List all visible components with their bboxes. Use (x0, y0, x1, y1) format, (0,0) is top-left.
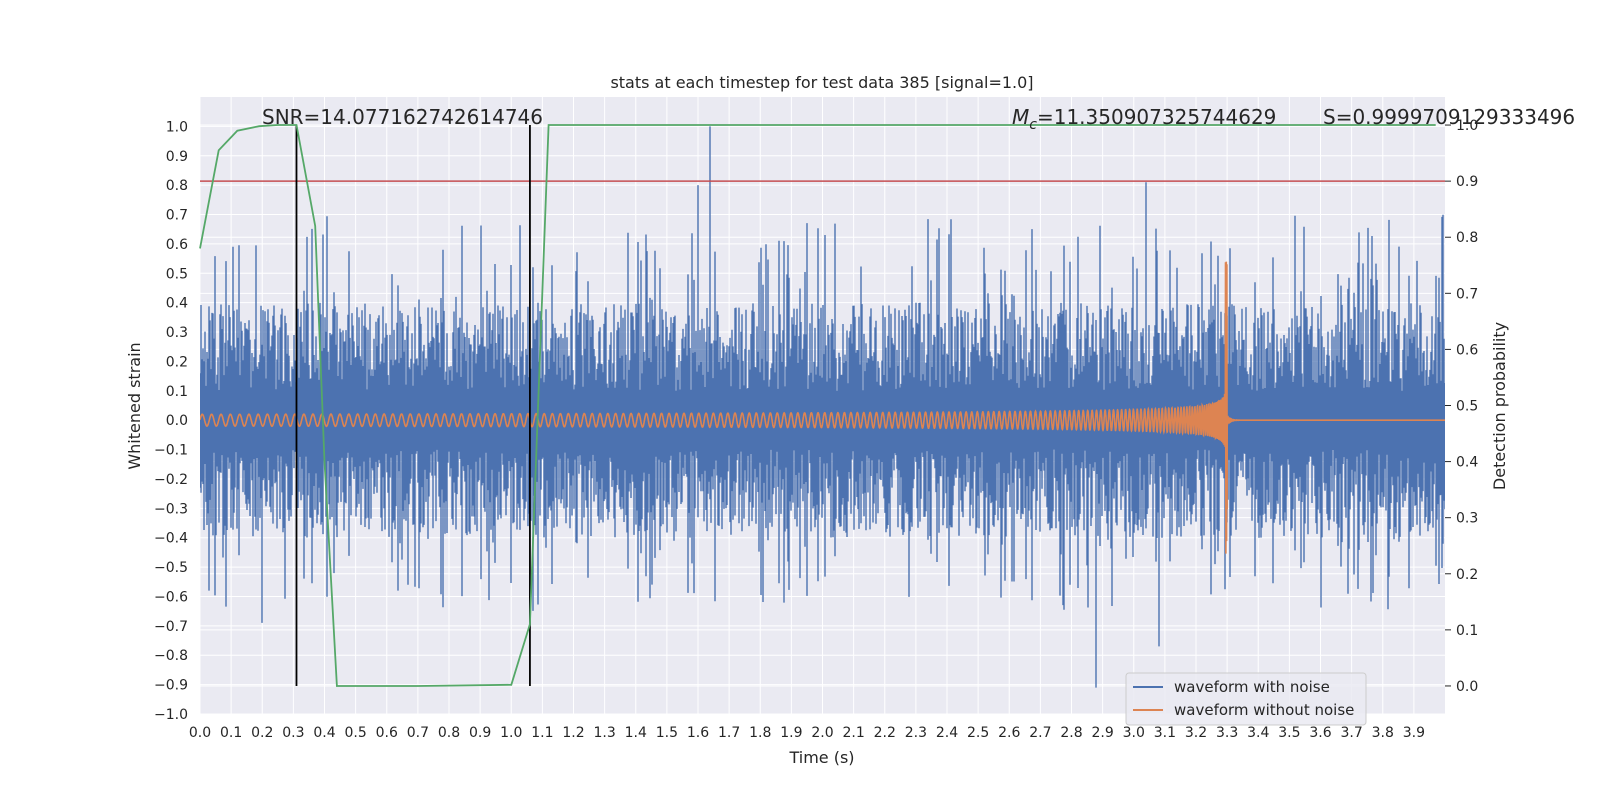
x-axis-label: Time (s) (788, 748, 854, 767)
legend: waveform with noise waveform without noi… (1125, 672, 1367, 726)
x-tick-label: 3.8 (1372, 725, 1394, 741)
x-tick-label: 0.8 (438, 725, 460, 741)
legend-label-clean: waveform without noise (1174, 701, 1354, 719)
y2-tick-label: 0.1 (1456, 623, 1478, 639)
x-tick-label: 0.3 (282, 725, 304, 741)
y-tick-label: −1.0 (154, 707, 188, 723)
y2-axis-label: Detection probability (1490, 322, 1509, 490)
x-tick-label: 3.4 (1247, 725, 1269, 741)
x-tick-label: 2.8 (1060, 725, 1082, 741)
mc-subscript: c (1029, 117, 1037, 133)
x-tick-label: 3.9 (1403, 725, 1425, 741)
snr-annotation: SNR=14.077162742614746 (262, 105, 543, 129)
x-tick-label: 2.2 (874, 725, 896, 741)
x-tick-label: 3.3 (1216, 725, 1238, 741)
x-tick-label: 0.9 (469, 725, 491, 741)
y2-tick-label: 0.0 (1456, 679, 1478, 695)
y-tick-label: 0.7 (166, 208, 188, 224)
x-tick-label: 0.5 (344, 725, 366, 741)
y-tick-label: 0.5 (166, 266, 188, 282)
x-tick-label: 3.7 (1340, 725, 1362, 741)
x-tick-label: 0.6 (376, 725, 398, 741)
y-tick-label: 0.2 (166, 354, 188, 370)
x-tick-label: 2.3 (905, 725, 927, 741)
mc-value: =11.350907325744629 (1037, 105, 1276, 129)
y-axis-label: Whitened strain (125, 342, 144, 469)
y-tick-label: 0.6 (166, 237, 188, 253)
chart-title: stats at each timestep for test data 385… (610, 73, 1033, 92)
x-tick-label: 1.2 (562, 725, 584, 741)
x-tick-label: 0.4 (313, 725, 335, 741)
x-tick-label: 0.0 (189, 725, 211, 741)
x-tick-label: 1.3 (593, 725, 615, 741)
x-tick-label: 0.2 (251, 725, 273, 741)
x-tick-label: 1.1 (531, 725, 553, 741)
y-tick-label: −0.9 (154, 678, 188, 694)
x-tick-label: 3.5 (1278, 725, 1300, 741)
x-tick-label: 2.5 (967, 725, 989, 741)
y2-tick-labels: 1.0 0.9 0.8 0.7 0.6 0.5 0.4 0.3 0.2 0.1 0.0 (1445, 118, 1478, 695)
y-tick-labels: 1.0 0.9 0.8 0.7 0.6 0.5 0.4 0.3 0.2 0.1 0.0 −0.1 −0.… (154, 119, 188, 723)
vertical-markers (295, 125, 531, 686)
y-tick-label: −0.7 (154, 619, 188, 635)
mc-annotation: Mc=11.350907325744629 (1012, 105, 1276, 133)
x-tick-label: 3.2 (1185, 725, 1207, 741)
y2-tick-label: 0.5 (1456, 399, 1478, 415)
y-tick-label: 0.3 (166, 325, 188, 341)
y2-tick-label: 0.7 (1456, 286, 1478, 302)
x-tick-label: 0.7 (407, 725, 429, 741)
x-tick-label: 2.9 (1091, 725, 1113, 741)
x-tick-label: 2.0 (811, 725, 833, 741)
y-tick-label: 0.8 (166, 178, 188, 194)
x-tick-label: 1.5 (656, 725, 678, 741)
x-tick-label: 1.6 (687, 725, 709, 741)
x-tick-label: 1.7 (718, 725, 740, 741)
y-tick-label: −0.5 (154, 560, 188, 576)
legend-label-noise: waveform with noise (1174, 678, 1330, 696)
y-tick-label: 1.0 (166, 119, 188, 135)
mc-symbol: M (1012, 105, 1029, 129)
x-tick-label: 3.0 (1123, 725, 1145, 741)
y-tick-label: 0.9 (166, 149, 188, 165)
y-tick-label: −0.2 (154, 472, 188, 488)
y-tick-label: −0.4 (154, 531, 188, 547)
x-tick-label: 1.4 (625, 725, 647, 741)
x-tick-label: 1.8 (749, 725, 771, 741)
y-tick-label: 0.0 (166, 413, 188, 429)
x-tick-label: 1.9 (780, 725, 802, 741)
x-tick-label: 0.1 (220, 725, 242, 741)
y-tick-label: 0.1 (166, 384, 188, 400)
x-tick-label: 2.7 (1029, 725, 1051, 741)
y-tick-label: −0.8 (154, 648, 188, 664)
y2-tick-label: 0.2 (1456, 567, 1478, 583)
x-tick-labels: 0.0 0.1 0.2 0.3 0.4 0.5 0.6 0.7 0.8 0.9 1.0 1.1 1.2 1… (189, 725, 1425, 741)
x-tick-label: 3.6 (1309, 725, 1331, 741)
y2-tick-label: 1.0 (1456, 118, 1478, 134)
y2-tick-label: 0.4 (1456, 455, 1478, 471)
y2-tick-label: 0.3 (1456, 511, 1478, 527)
y2-tick-label: 0.8 (1456, 230, 1478, 246)
series-detection-probability (199, 124, 1436, 687)
y-tick-label: −0.3 (154, 501, 188, 517)
s-annotation: S=0.9999709129333496 (1323, 105, 1575, 129)
x-tick-label: 2.6 (998, 725, 1020, 741)
y2-tick-label: 0.6 (1456, 342, 1478, 358)
y2-tick-label: 0.9 (1456, 174, 1478, 190)
y-tick-label: −0.1 (154, 443, 188, 459)
x-tick-label: 2.1 (842, 725, 864, 741)
y-tick-label: −0.6 (154, 589, 188, 605)
x-tick-label: 3.1 (1154, 725, 1176, 741)
x-tick-label: 1.0 (500, 725, 522, 741)
legend-box (1125, 672, 1367, 726)
series-waveform-without-noise (200, 261, 1445, 554)
y-tick-label: 0.4 (166, 296, 188, 312)
x-tick-label: 2.4 (936, 725, 958, 741)
